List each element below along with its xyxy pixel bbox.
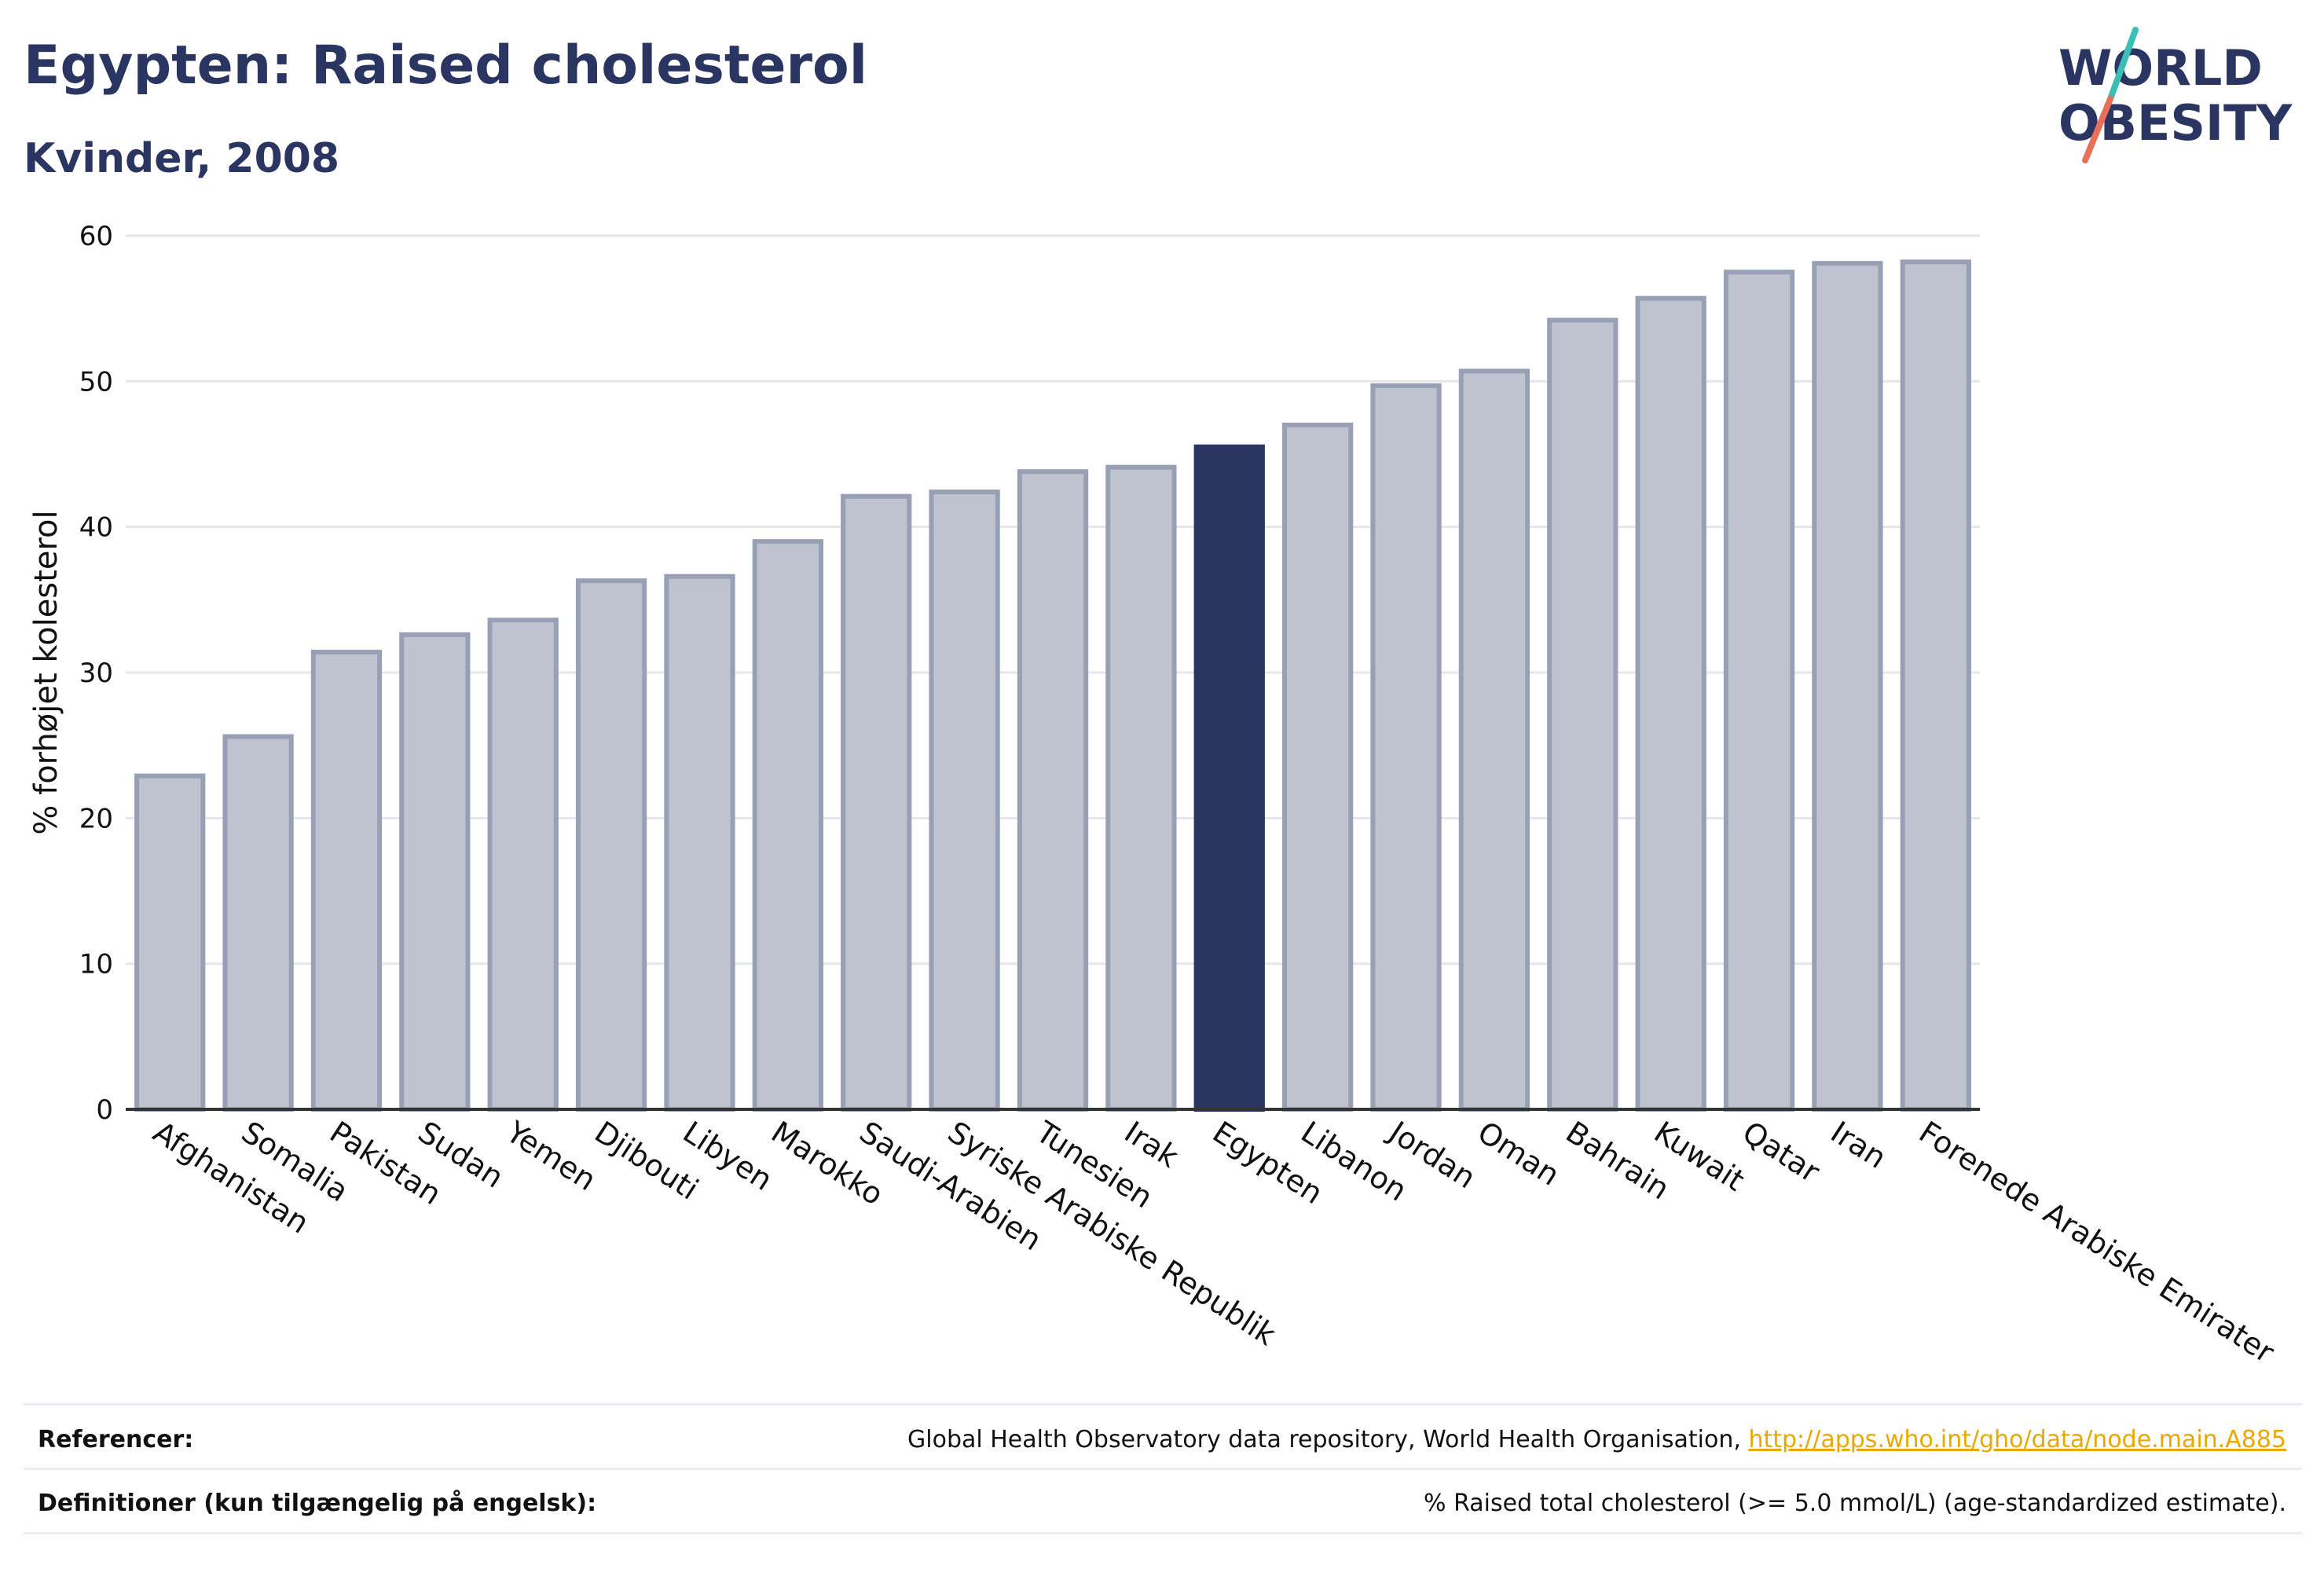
y-tick-label: 40	[79, 512, 113, 544]
bar-saudi-arabien	[841, 493, 912, 1112]
bar-iran	[1812, 261, 1883, 1112]
bar-egypten	[1193, 444, 1265, 1112]
bar-djibouti	[575, 578, 647, 1112]
bar-syriske-arabiske-republik	[929, 489, 1000, 1112]
x-tick-label: Yemen	[500, 1114, 603, 1197]
y-tick-label: 20	[79, 803, 113, 834]
bar-forenede-arabiske-emirater	[1900, 259, 1971, 1112]
bar-afghanistan	[134, 773, 206, 1112]
bar-irak	[1105, 464, 1177, 1112]
references-text: Global Health Observatory data repositor…	[907, 1426, 1749, 1453]
bar-libyen	[664, 574, 735, 1112]
x-tick-label: Iran	[1825, 1115, 1893, 1175]
y-tick-label: 10	[79, 949, 113, 980]
chart-title: Egypten: Raised cholesterol	[24, 35, 868, 97]
references-value: Global Health Observatory data repositor…	[907, 1426, 2286, 1453]
footer-divider-bottom	[24, 1532, 2302, 1534]
y-tick-label: 60	[79, 221, 113, 252]
bar-marokko	[752, 539, 824, 1112]
bar-sudan	[399, 632, 471, 1112]
definitions-label: Definitioner (kun tilgængelig på engelsk…	[38, 1490, 597, 1517]
definitions-value: % Raised total cholesterol (>= 5.0 mmol/…	[1424, 1490, 2286, 1517]
x-tick-label: Qatar	[1736, 1115, 1826, 1189]
bar-jordan	[1370, 383, 1442, 1112]
footer-divider-top	[24, 1403, 2302, 1406]
bar-libanon	[1282, 422, 1354, 1112]
y-tick-label: 50	[79, 366, 113, 398]
bar-yemen	[487, 618, 559, 1112]
y-tick-label: 30	[79, 658, 113, 689]
bar-bahrain	[1547, 317, 1618, 1112]
bar-tunesien	[1017, 469, 1089, 1112]
chart-subtitle: Kvinder, 2008	[24, 135, 340, 182]
references-link[interactable]: http://apps.who.int/gho/data/node.main.A…	[1748, 1426, 2286, 1453]
bar-kuwait	[1635, 295, 1706, 1112]
logo-text-world: WORLD	[2058, 39, 2263, 97]
y-axis-label: % forhøjet kolesterol	[28, 510, 64, 834]
x-tick-label: Forenede Arabiske Emirater	[1913, 1115, 2281, 1370]
footer-divider-middle	[24, 1468, 2302, 1470]
bar-qatar	[1723, 269, 1795, 1112]
bar-oman	[1458, 368, 1530, 1112]
x-tick-label: Oman	[1472, 1115, 1566, 1193]
references-label: Referencer:	[38, 1426, 194, 1453]
bar-pakistan	[310, 650, 383, 1112]
y-tick-label: 0	[96, 1094, 113, 1126]
world-obesity-logo: WORLD OBESITY	[2051, 24, 2310, 165]
bar-somalia	[222, 734, 294, 1112]
